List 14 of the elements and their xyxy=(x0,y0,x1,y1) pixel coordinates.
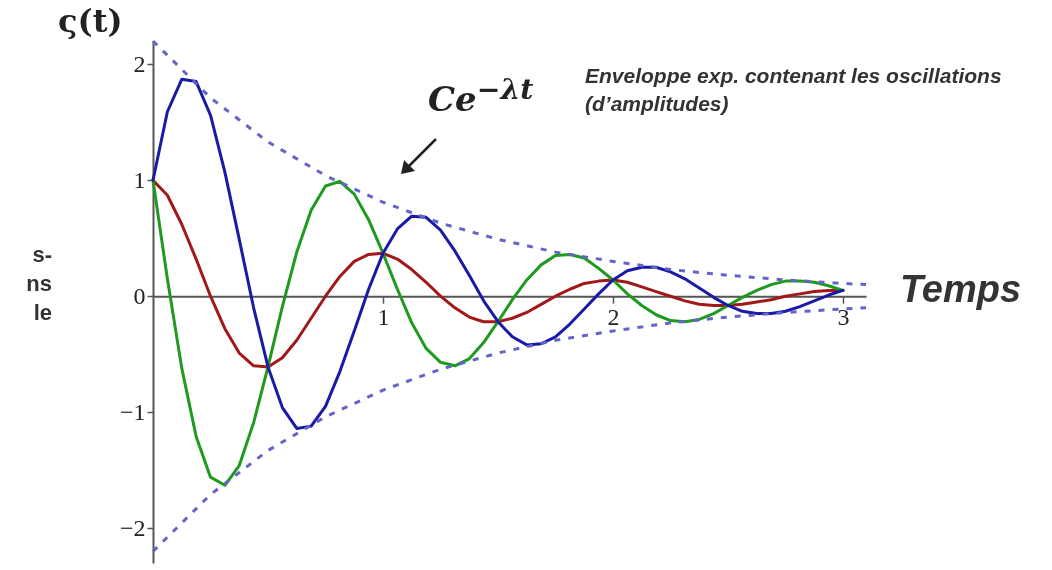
x-tick-label: 1 xyxy=(377,303,390,330)
y-tick-label: −2 xyxy=(119,514,146,541)
y-tick-label: −1 xyxy=(119,398,146,425)
x-tick-label: 3 xyxy=(837,303,850,330)
annotation: Ce$^{−λt}$ xyxy=(428,72,534,120)
x-tick-label: 2 xyxy=(607,303,620,330)
text: s- ns le xyxy=(25,241,52,327)
x-axis-title: Temps xyxy=(900,268,1022,311)
annotation: Enveloppe exp. contenant les oscillations (d’amplitudes) xyxy=(585,63,1003,117)
line-series xyxy=(151,306,868,553)
y-tick-label: 1 xyxy=(133,166,146,193)
y-tick-label: 2 xyxy=(133,50,146,77)
y-tick-label: 0 xyxy=(133,282,146,309)
y-axis-title: ς(t) xyxy=(58,2,123,40)
